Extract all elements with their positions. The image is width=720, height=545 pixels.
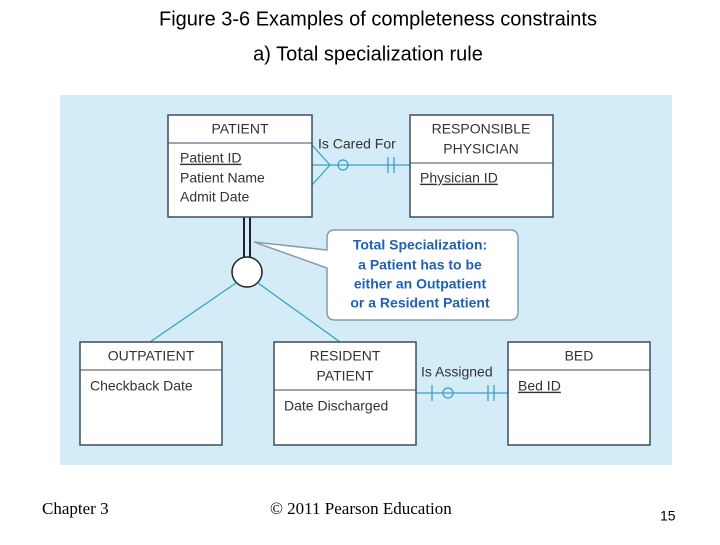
- entity-label: PATIENT: [316, 368, 373, 384]
- entity: [79, 341, 223, 446]
- attribute: Patient Name: [180, 170, 265, 186]
- callout: [253, 229, 519, 321]
- callout-line: Total Specialization:: [353, 237, 487, 253]
- attribute: Date Discharged: [284, 398, 388, 414]
- key-attribute: Bed ID: [518, 378, 561, 394]
- entity: [409, 114, 554, 218]
- relationship-lines: [149, 144, 508, 401]
- footer-chapter: Chapter 3: [42, 499, 109, 518]
- subtitle: a) Total specialization rule: [253, 43, 483, 65]
- entity: [273, 341, 417, 446]
- key-attribute: Physician ID: [420, 170, 498, 186]
- entity: [167, 114, 313, 218]
- key-attribute: Patient ID: [180, 150, 241, 166]
- callout-line: or a Resident Patient: [350, 295, 490, 311]
- entity-label: RESPONSIBLE: [432, 121, 531, 137]
- entity-label: PHYSICIAN: [443, 141, 518, 157]
- entity: [507, 341, 651, 446]
- entity-label: OUTPATIENT: [108, 348, 195, 364]
- attribute: Checkback Date: [90, 378, 193, 394]
- page-number: 15: [660, 508, 676, 524]
- callout-line: either an Outpatient: [354, 276, 487, 292]
- relationship-label: Is Cared For: [318, 136, 396, 152]
- entity-label: BED: [565, 348, 594, 364]
- callout-line: a Patient has to be: [358, 257, 482, 273]
- relationship-label: Is Assigned: [421, 364, 493, 380]
- entity-label: RESIDENT: [310, 348, 381, 364]
- title: Figure 3-6 Examples of completeness cons…: [159, 8, 597, 30]
- footer-copyright: © 2011 Pearson Education: [270, 499, 452, 518]
- entity-label: PATIENT: [211, 121, 268, 137]
- attribute: Admit Date: [180, 189, 249, 205]
